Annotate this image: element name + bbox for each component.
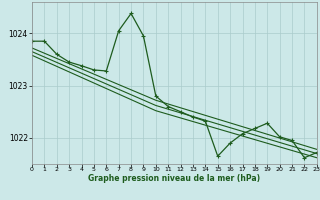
X-axis label: Graphe pression niveau de la mer (hPa): Graphe pression niveau de la mer (hPa): [88, 174, 260, 183]
